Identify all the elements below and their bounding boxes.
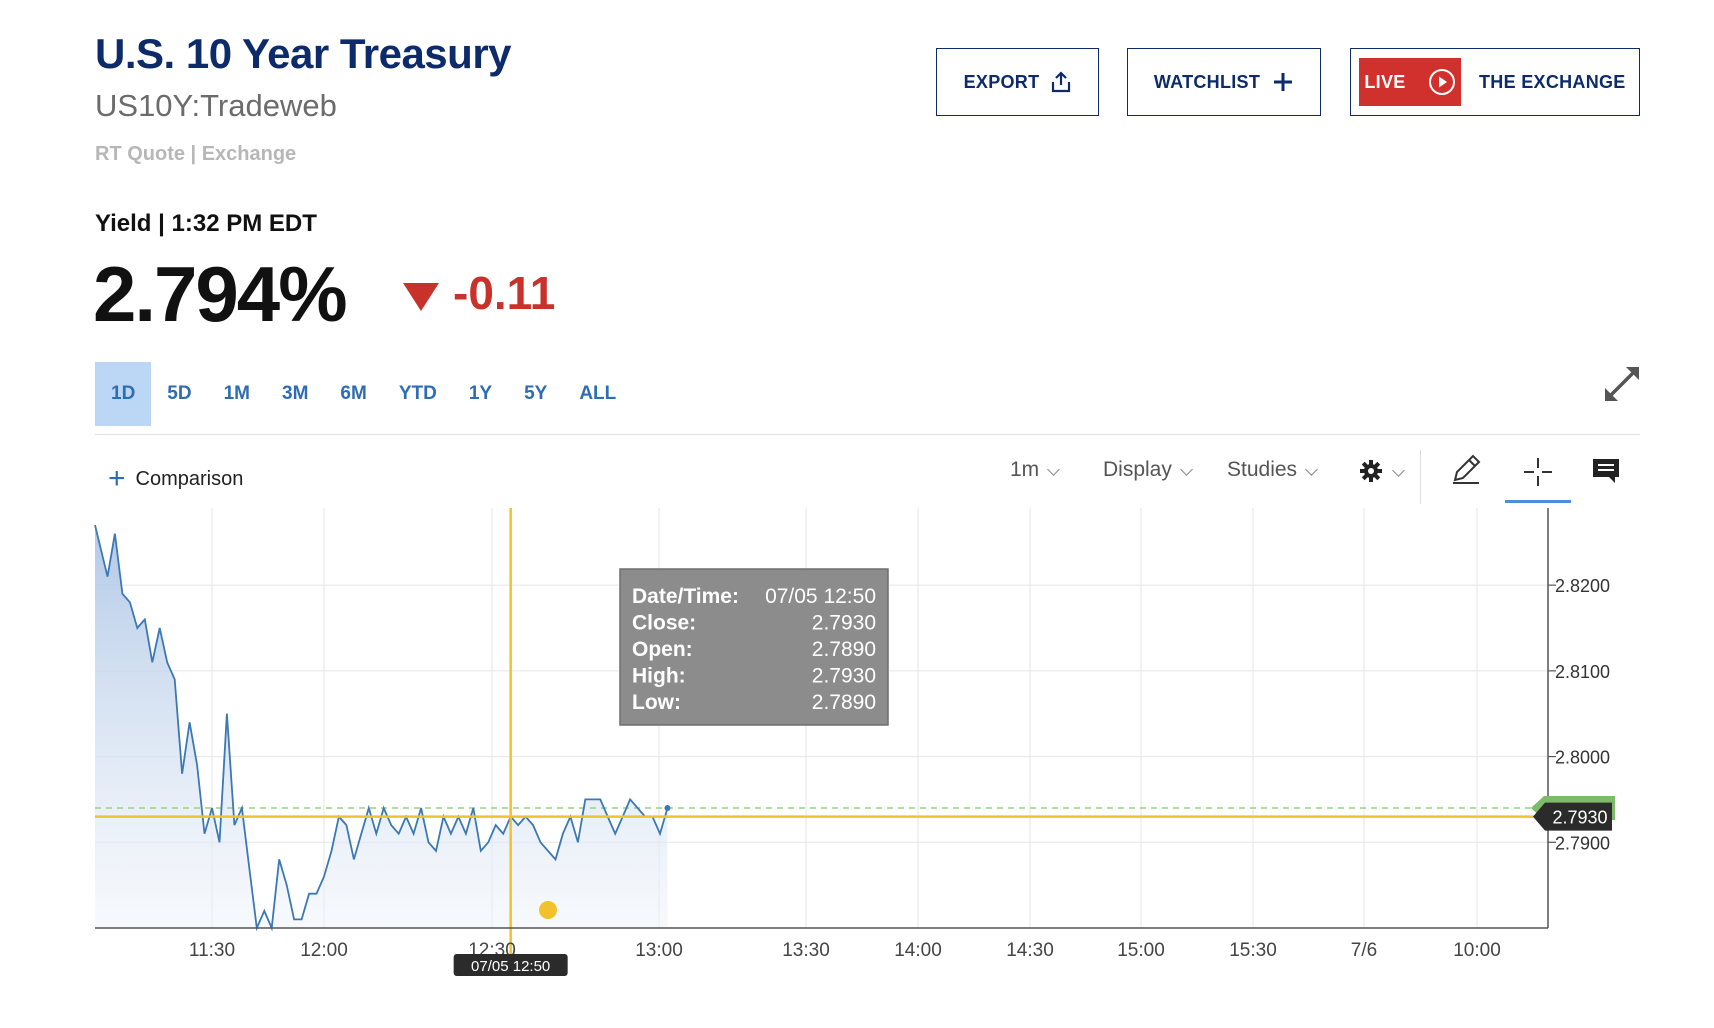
display-dropdown[interactable]: Display: [1103, 458, 1193, 482]
settings-dropdown[interactable]: [1358, 458, 1405, 484]
range-tabs: 1D 5D 1M 3M 6M YTD 1Y 5Y ALL: [95, 362, 632, 426]
exchange-label: THE EXCHANGE: [1479, 71, 1626, 92]
interval-label: 1m: [1010, 458, 1040, 481]
x-tick-label: 15:00: [1117, 940, 1165, 961]
y-tick-label: 2.7900: [1555, 833, 1610, 853]
tab-3m[interactable]: 3M: [282, 383, 309, 404]
price-line: [94, 524, 669, 932]
x-tick-label: 10:00: [1453, 940, 1501, 961]
tab-1m[interactable]: 1M: [223, 383, 250, 404]
yield-value: 2.794%: [93, 250, 348, 338]
play-icon: [1428, 69, 1455, 95]
plus-icon: +: [108, 462, 126, 495]
toolbar-separator: [1420, 450, 1421, 504]
tooltip-row-label: Date/Time:: [632, 585, 739, 608]
divider: [95, 434, 1640, 435]
tab-5y[interactable]: 5Y: [524, 383, 548, 404]
crosshair-time-label: 07/05 12:50: [471, 958, 550, 975]
tooltip-row-value: 2.7890: [812, 638, 876, 661]
chevron-down-icon: [1179, 463, 1193, 476]
comparison-button[interactable]: + Comparison: [108, 464, 243, 494]
chevron-down-icon: [1047, 463, 1061, 476]
interval-dropdown[interactable]: 1m: [1010, 458, 1061, 482]
live-label: LIVE: [1364, 71, 1406, 92]
tab-1d[interactable]: 1D: [95, 362, 152, 426]
y-tick-label: 2.8000: [1555, 748, 1610, 768]
crosshair-time-tag: 07/05 12:50: [453, 954, 568, 976]
tab-5d[interactable]: 5D: [167, 383, 192, 404]
event-marker[interactable]: [539, 901, 557, 919]
x-tick-label: 13:00: [635, 940, 683, 961]
tooltip-row-label: Open:: [632, 638, 693, 661]
tooltip-row-value: 2.7930: [812, 612, 876, 635]
plus-icon: [1274, 73, 1293, 91]
tab-1y[interactable]: 1Y: [468, 383, 493, 404]
tab-ytd[interactable]: YTD: [398, 383, 437, 404]
live-badge: LIVE: [1359, 58, 1461, 106]
x-tick-label: 14:00: [894, 940, 942, 961]
last-price-dot: [664, 805, 671, 811]
y-tick-label: 2.8200: [1555, 576, 1610, 596]
expand-icon[interactable]: [1600, 362, 1644, 406]
page-title: U.S. 10 Year Treasury: [95, 30, 512, 77]
studies-label: Studies: [1227, 458, 1298, 481]
pencil-icon[interactable]: [1449, 452, 1483, 486]
studies-dropdown[interactable]: Studies: [1227, 458, 1318, 482]
x-tick-label: 12:00: [300, 940, 348, 961]
comparison-label: Comparison: [135, 467, 244, 490]
live-exchange-button[interactable]: LIVE THE EXCHANGE: [1350, 48, 1640, 116]
comment-icon[interactable]: [1590, 456, 1622, 486]
yield-chart[interactable]: 11:30 12:00 12:30 13:00 13:30 14:00 14:30 15:00…: [0, 500, 1714, 1000]
active-tool-indicator: [1505, 500, 1571, 503]
tab-6m[interactable]: 6M: [340, 383, 367, 404]
watchlist-label: WATCHLIST: [1153, 71, 1261, 92]
last-price-tag: 2.7930: [1533, 802, 1612, 831]
export-button[interactable]: EXPORT: [936, 48, 1099, 116]
last-price-label: 2.7930: [1552, 808, 1607, 828]
tooltip-row-label: Low:: [632, 691, 681, 714]
display-label: Display: [1103, 458, 1172, 481]
tab-all[interactable]: ALL: [579, 383, 617, 404]
chevron-down-icon: [1305, 463, 1318, 476]
x-tick-label: 14:30: [1006, 940, 1054, 961]
crosshair-icon[interactable]: [1522, 456, 1554, 488]
tooltip-row-label: Close:: [632, 612, 696, 635]
chevron-down-icon: [1392, 463, 1405, 477]
x-tick-label: 7/6: [1351, 940, 1377, 961]
quote-source: RT Quote | Exchange: [95, 143, 297, 165]
export-icon: [1052, 71, 1071, 93]
tooltip-row-value: 2.7890: [812, 691, 876, 714]
gear-icon: [1360, 460, 1382, 482]
x-tick-label: 13:30: [782, 940, 830, 961]
symbol-label: US10Y:Tradeweb: [95, 88, 337, 123]
yield-change: -0.11: [453, 267, 556, 319]
price-area: [95, 525, 668, 928]
x-tick-label: 15:30: [1229, 940, 1277, 961]
yield-label: Yield | 1:32 PM EDT: [95, 210, 317, 237]
down-arrow-icon: [403, 283, 439, 311]
tooltip: Date/Time: 07/05 12:50 Close: 2.7930 Open: 2.…: [619, 568, 889, 726]
export-label: EXPORT: [963, 71, 1040, 92]
tooltip-row-value: 07/05 12:50: [765, 585, 876, 608]
x-tick-label: 11:30: [189, 940, 235, 961]
y-tick-label: 2.8100: [1555, 662, 1610, 682]
watchlist-button[interactable]: WATCHLIST: [1127, 48, 1321, 116]
tooltip-row-label: High:: [632, 665, 686, 688]
tooltip-row-value: 2.7930: [812, 665, 876, 688]
